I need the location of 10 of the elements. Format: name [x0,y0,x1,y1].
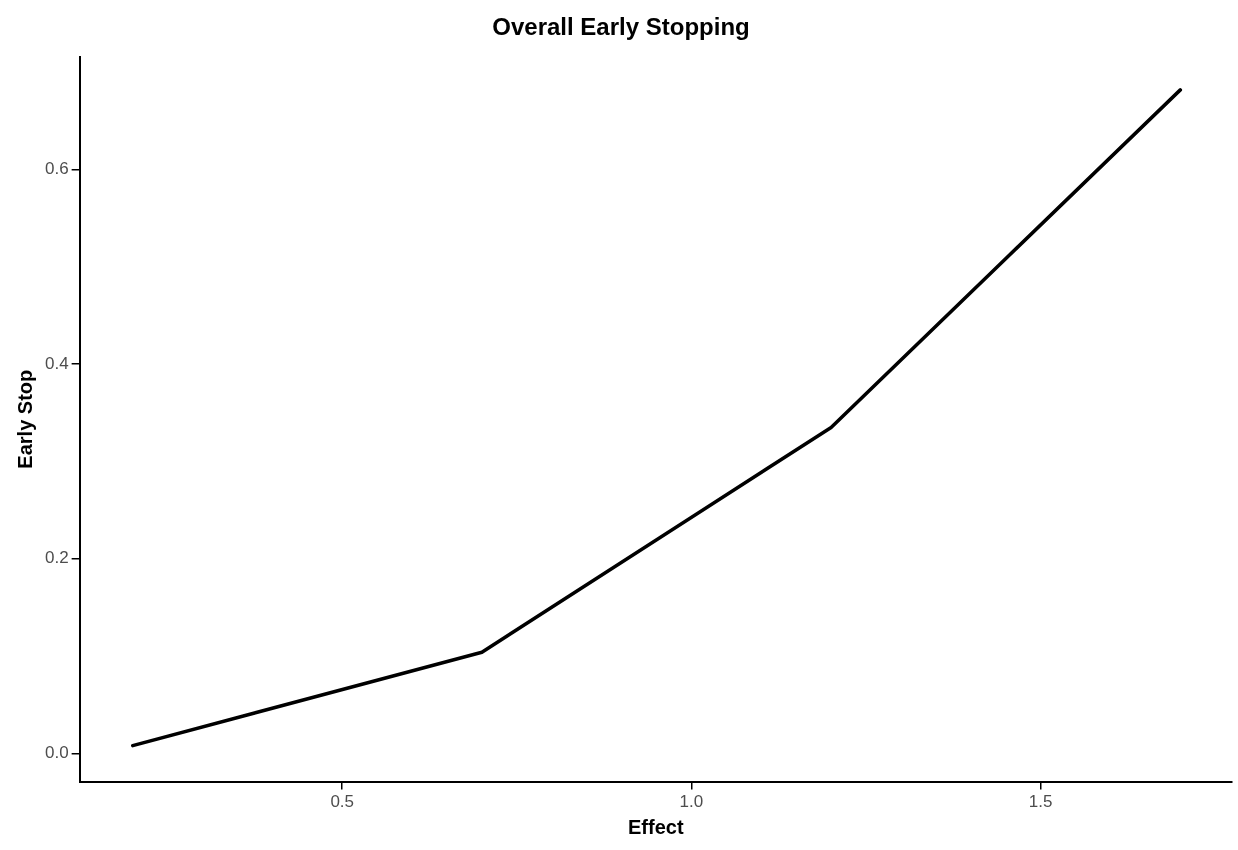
x-axis-title: Effect [628,815,684,838]
y-tick-label: 0.0 [44,743,69,763]
y-tick-label: 0.4 [44,353,69,373]
x-tick-label: 1.0 [679,792,704,812]
x-tick-label: 1.5 [1028,792,1053,812]
y-tick-label: 0.2 [44,548,69,568]
chart-title: Overall Early Stopping [492,13,750,41]
x-tick-label: 0.5 [330,792,355,812]
y-axis-title: Early Stop [13,369,36,469]
y-tick-label: 0.6 [44,159,69,179]
